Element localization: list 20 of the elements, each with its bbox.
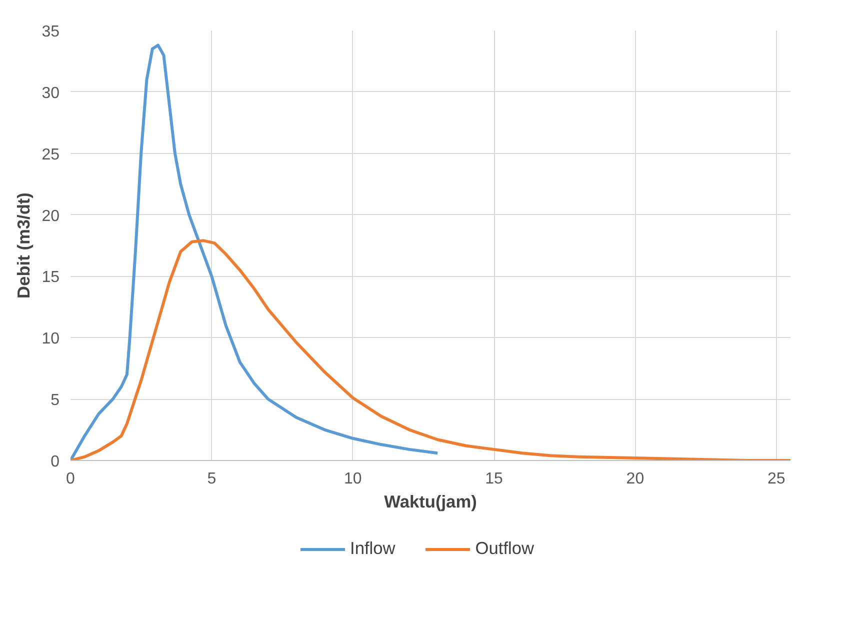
x-tick-label: 20 [626, 470, 644, 488]
x-tick-label: 25 [767, 470, 786, 488]
x-tick-label: 5 [207, 470, 216, 488]
y-tick-label: 35 [42, 24, 60, 40]
x-tick-label: 10 [344, 470, 362, 488]
y-tick-label: 30 [42, 84, 60, 102]
y-tick-label: 10 [42, 330, 60, 348]
y-axis-title: Debit (m3/dt) [14, 192, 34, 298]
legend-label: Inflow [350, 538, 396, 559]
x-axis-title: Waktu(jam) [384, 492, 477, 512]
y-tick-label: 0 [50, 454, 60, 470]
y-tick-label: 25 [42, 146, 60, 164]
y-tick-label: 5 [50, 392, 60, 410]
line-series [70, 239, 790, 460]
y-tick-label: 20 [42, 208, 60, 225]
x-tick-label: 0 [66, 470, 76, 488]
line-series [70, 44, 440, 460]
y-tick-label: 15 [42, 269, 60, 286]
legend-label: Outflow [475, 538, 534, 559]
x-tick-label: 15 [485, 470, 504, 488]
